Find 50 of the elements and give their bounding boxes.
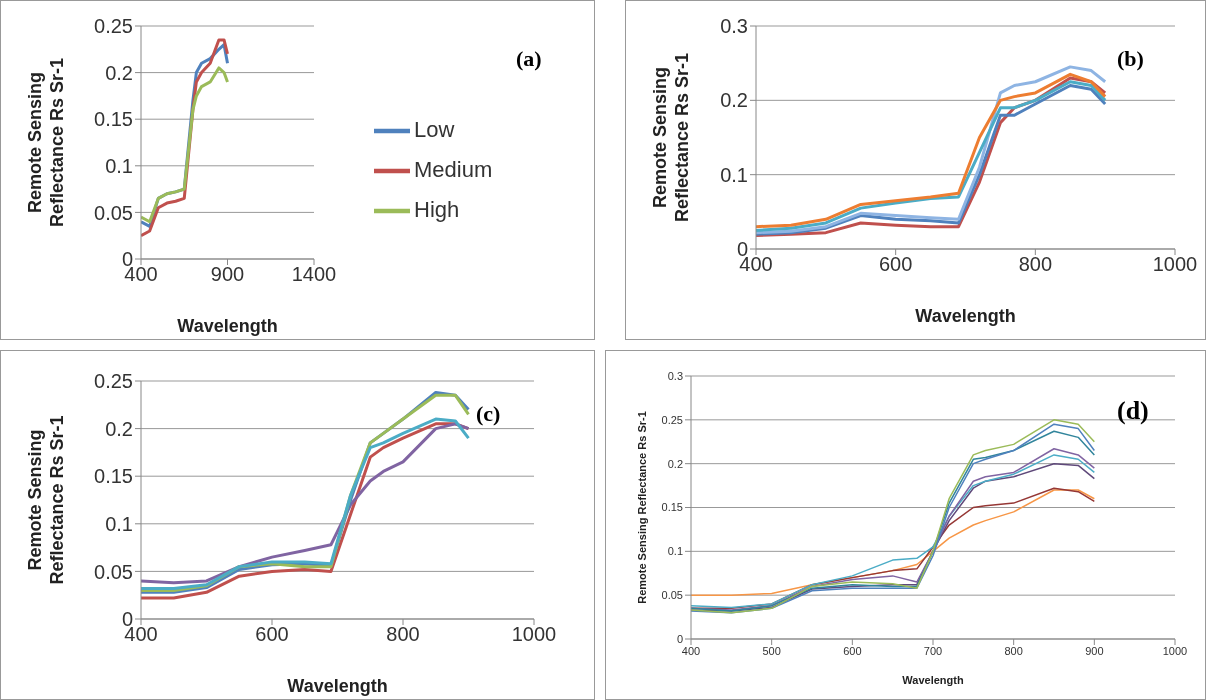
annotation: (d) bbox=[1117, 396, 1149, 426]
x-axis-title: Wavelength bbox=[287, 675, 388, 696]
x-tick-label: 700 bbox=[923, 644, 943, 657]
x-axis-title: Wavelength bbox=[177, 315, 278, 336]
y-tick-label: 0 bbox=[676, 632, 683, 645]
y-axis-title: Remote Sensing Reflectance Rs Sr-1 bbox=[636, 411, 648, 604]
x-axis-title: Wavelength bbox=[915, 305, 1016, 326]
x-tick-label: 1000 bbox=[1162, 644, 1188, 657]
text: (a) bbox=[516, 46, 542, 72]
y-tick-label: 0.05 bbox=[661, 589, 683, 602]
y-tick-label: 0.25 bbox=[94, 370, 133, 393]
y-tick-label: 0.1 bbox=[667, 545, 683, 558]
y-axis-title: Remote Sensing Reflectance Rs Sr-1 bbox=[25, 57, 67, 228]
y-tick-label: 0.25 bbox=[661, 413, 683, 426]
x-tick-label: 800 bbox=[386, 623, 420, 646]
y-tick-label: 0.15 bbox=[94, 108, 133, 131]
x-tick-label: 800 bbox=[1018, 253, 1053, 276]
y-tick-label: 0.1 bbox=[105, 154, 133, 177]
y-tick-label: 0.05 bbox=[94, 560, 133, 583]
x-tick-label: 1000 bbox=[511, 623, 557, 646]
legend-label: High bbox=[414, 197, 460, 222]
y-axis-title: Remote Sensing Reflectance Rs Sr-1 bbox=[25, 415, 67, 585]
y-tick-label: 0.25 bbox=[94, 15, 133, 38]
x-tick-label: 500 bbox=[762, 644, 781, 657]
y-tick-label: 0.3 bbox=[667, 369, 683, 382]
y-tick-label: 0.2 bbox=[720, 89, 748, 112]
x-tick-label: 400 bbox=[681, 644, 701, 657]
y-tick-label: 0.2 bbox=[105, 61, 133, 84]
y-axis-title: Remote Sensing Reflectance Rs Sr-1 bbox=[650, 52, 692, 223]
y-tick-label: 0.1 bbox=[720, 163, 748, 186]
annotation: (b) bbox=[1117, 46, 1144, 72]
y-tick-label: 0.15 bbox=[661, 501, 683, 514]
legend-label: Low bbox=[414, 117, 455, 142]
y-tick-label: 0.2 bbox=[667, 457, 683, 470]
y-tick-label: 0.05 bbox=[94, 201, 133, 224]
x-tick-label: 1400 bbox=[291, 263, 337, 286]
x-tick-label: 900 bbox=[1085, 644, 1104, 657]
y-tick-label: 0.2 bbox=[105, 417, 133, 440]
annotation: (c) bbox=[476, 401, 501, 427]
x-axis-title: Wavelength bbox=[902, 673, 964, 686]
x-tick-label: 1000 bbox=[1152, 253, 1198, 276]
y-tick-label: 0.15 bbox=[94, 465, 133, 488]
x-tick-label: 600 bbox=[878, 253, 913, 276]
x-tick-label: 600 bbox=[843, 644, 862, 657]
y-tick-label: 0.3 bbox=[720, 15, 748, 38]
x-tick-label: 900 bbox=[210, 263, 245, 286]
y-tick-label: 0.1 bbox=[105, 512, 133, 535]
x-tick-label: 800 bbox=[1004, 644, 1023, 657]
legend-label: Medium bbox=[414, 157, 493, 182]
x-tick-label: 600 bbox=[255, 623, 289, 646]
